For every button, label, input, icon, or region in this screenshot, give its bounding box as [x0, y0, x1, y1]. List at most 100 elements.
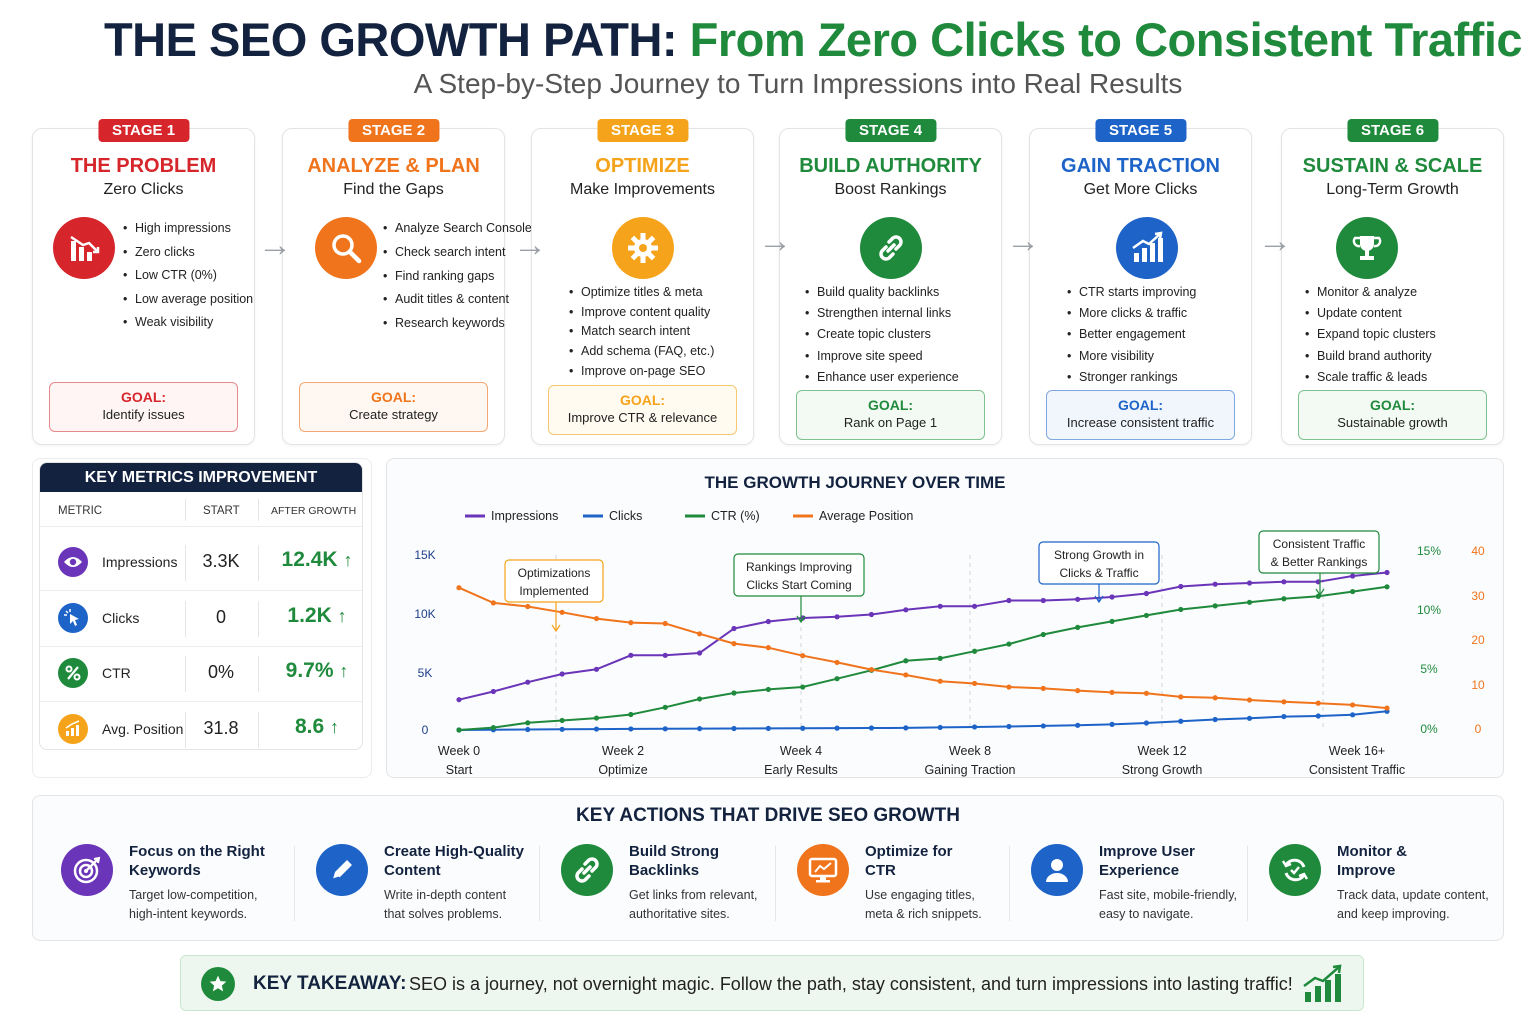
- annotation-arrow-icon: [551, 624, 561, 633]
- action-desc-line1: Use engaging titles,: [865, 888, 975, 902]
- stage-bullet: CTR starts improving: [1067, 282, 1196, 303]
- series-point: [456, 697, 462, 703]
- stage-bullets: Optimize titles & metaImprove content qu…: [569, 283, 714, 382]
- series-point: [834, 659, 840, 666]
- stage-bullet: Audit titles & content: [383, 288, 532, 312]
- series-point: [662, 726, 668, 732]
- action-title: Create High-Quality Content: [384, 842, 554, 880]
- series-point: [800, 653, 806, 659]
- annotation-box: [504, 559, 604, 603]
- annotation-arrow-icon: [1315, 588, 1325, 597]
- action-item: Monitor & Improve Track data, update cont…: [1269, 842, 1509, 922]
- action-item: Focus on the Right Keywords Target low-co…: [61, 842, 301, 922]
- series-line-average-position: [458, 586, 1388, 710]
- action-desc-line1: Target low-competition,: [129, 888, 258, 902]
- stage-badge: STAGE 4: [844, 119, 937, 142]
- series-line-impressions: [458, 571, 1388, 701]
- y-right-position-tick-label: 10: [1471, 678, 1485, 692]
- stage-bullet: Improve on-page SEO: [569, 362, 714, 382]
- y-left-tick-label: 15K: [414, 548, 435, 562]
- series-point: [456, 727, 462, 733]
- series-point: [456, 585, 462, 591]
- series-point: [559, 726, 565, 732]
- series-point: [1143, 590, 1150, 597]
- series-point: [1006, 684, 1012, 690]
- stage-bullet: Scale traffic & leads: [1305, 367, 1436, 388]
- series-point: [937, 678, 943, 684]
- series-line-ctr-: [458, 585, 1388, 731]
- action-title-line2: Content: [384, 862, 441, 879]
- goal-label: GOAL:: [619, 392, 666, 408]
- stage-arrow-icon: →: [513, 226, 547, 264]
- series-point: [1350, 588, 1356, 595]
- series-point: [1040, 723, 1046, 729]
- metrics-col-metric: METRIC: [58, 505, 103, 517]
- action-title-line2: Experience: [1099, 862, 1180, 879]
- action-title-line1: Focus on the Right: [129, 843, 265, 860]
- goal-label: GOAL:: [370, 389, 417, 405]
- user-icon: [1031, 844, 1083, 896]
- stage-arrow-icon: →: [258, 226, 292, 264]
- series-point: [731, 641, 737, 647]
- series-point: [662, 620, 668, 627]
- series-point: [834, 676, 840, 682]
- series-point: [1178, 583, 1184, 590]
- stage-bullets: CTR starts improvingMore clicks & traffi…: [1067, 282, 1196, 388]
- growth-chart-icon: [1116, 217, 1178, 279]
- metric-row: Impressions 3.3K 12.4K ↑: [40, 535, 362, 590]
- series-point: [1109, 594, 1115, 600]
- key-actions-heading: KEY ACTIONS THAT DRIVE SEO GROWTH: [576, 805, 960, 826]
- action-title-line2: Keywords: [129, 862, 201, 879]
- series-point: [1246, 697, 1253, 703]
- x-tick-phase: Optimize: [598, 763, 647, 777]
- action-title-line2: Backlinks: [629, 862, 700, 879]
- action-desc-line2: meta & rich snippets.: [865, 907, 982, 921]
- annotation-text: Clicks & Traffic: [1059, 566, 1138, 580]
- y-right-position-tick-label: 0: [1475, 722, 1482, 736]
- magnifier-icon: [315, 217, 377, 279]
- series-point: [800, 684, 806, 690]
- metric-row: Clicks 0 1.2K ↑: [40, 591, 362, 646]
- action-title: Monitor & Improve: [1337, 842, 1507, 880]
- series-point: [1281, 699, 1287, 705]
- percent-icon: [58, 658, 88, 688]
- goal-label: GOAL:: [120, 389, 167, 405]
- series-point: [1384, 569, 1390, 576]
- y-right-ctr-tick-label: 15%: [1417, 544, 1441, 558]
- series-point: [696, 650, 703, 656]
- stage-name: ANALYZE & PLAN: [307, 155, 480, 177]
- series-point: [868, 611, 875, 618]
- series-point: [868, 666, 875, 673]
- series-point: [525, 679, 531, 685]
- stage-badge: STAGE 2: [347, 119, 440, 142]
- action-desc: Track data, update content, and keep impr…: [1337, 886, 1512, 924]
- action-desc: Use engaging titles, meta & rich snippets…: [865, 886, 1040, 924]
- action-desc: Fast site, mobile-friendly, easy to navig…: [1099, 886, 1274, 924]
- series-point: [1246, 599, 1253, 605]
- goal-label: GOAL:: [867, 397, 914, 413]
- y-left-tick-label: 5K: [418, 666, 433, 680]
- stage-bullet: Improve content quality: [569, 303, 714, 323]
- annotation-text: Consistent Traffic: [1273, 537, 1365, 551]
- x-tick-week: Week 8: [949, 744, 991, 758]
- y-right-ctr-tick-label: 0%: [1420, 722, 1438, 736]
- page-title: THE SEO GROWTH PATH: From Zero Clicks to…: [0, 12, 1536, 67]
- series-point: [1109, 618, 1115, 625]
- series-point: [490, 725, 496, 731]
- series-point: [593, 715, 600, 721]
- series-point: [765, 618, 771, 625]
- series-point: [1109, 689, 1115, 696]
- metric-start: 3.3K: [202, 551, 240, 571]
- up-arrow-icon: ↑: [330, 716, 340, 737]
- up-arrow-icon: ↑: [337, 605, 347, 626]
- series-point: [628, 620, 634, 626]
- metric-start: 0: [215, 606, 226, 627]
- stage-bullet: Enhance user experience: [805, 367, 959, 388]
- stage-subtitle: Find the Gaps: [343, 181, 444, 198]
- goal-value: Rank on Page 1: [843, 415, 938, 430]
- title-part1: THE SEO GROWTH PATH:: [103, 13, 678, 66]
- action-title-line2: Improve: [1337, 862, 1396, 879]
- stage-bullet: Weak visibility: [123, 311, 253, 335]
- stage-arrow-icon: →: [758, 222, 792, 260]
- x-tick-week: Week 16+: [1329, 744, 1385, 758]
